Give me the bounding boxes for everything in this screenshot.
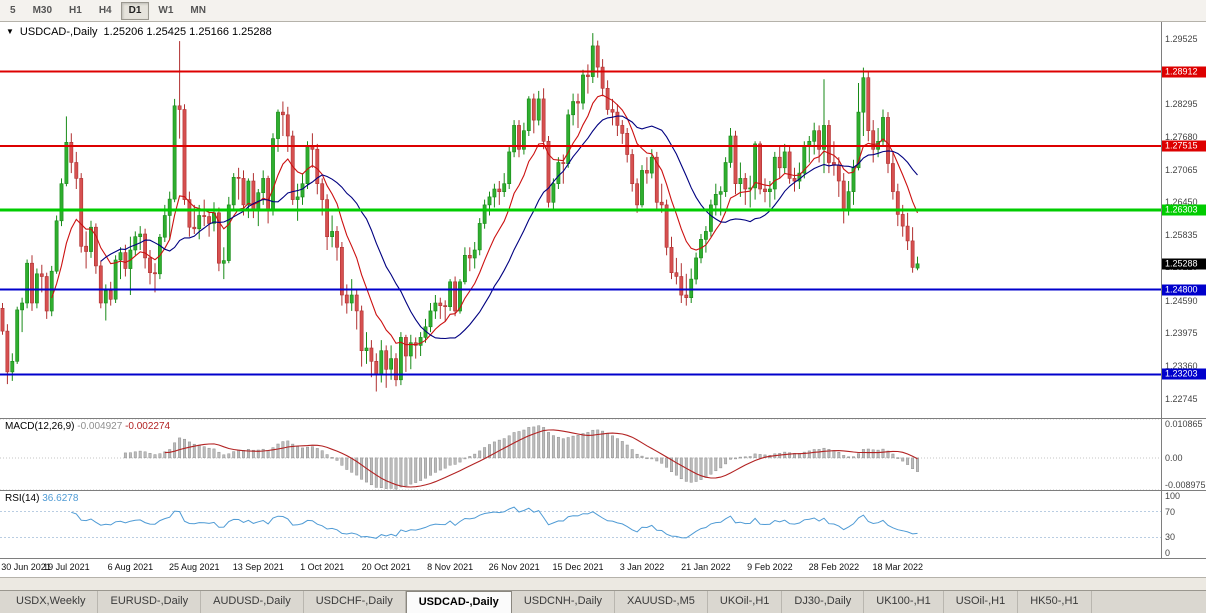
macd-histogram: [123, 425, 919, 490]
price-line-tag: 1.26303: [1162, 204, 1206, 216]
rsi-tick-label: 30: [1165, 532, 1176, 543]
chart-tab[interactable]: EURUSD-,Daily: [98, 591, 202, 613]
macd-signal-value: -0.002274: [125, 421, 171, 432]
chart-tab[interactable]: USDCNH-,Daily: [512, 591, 616, 613]
price-tick-label: 1.26450: [1165, 197, 1198, 208]
rsi-value: 36.6278: [42, 493, 79, 504]
price-tick-label: 1.29525: [1165, 34, 1198, 45]
ohlc-values: 1.25206 1.25425 1.25166 1.25288: [103, 26, 272, 38]
chart-tab[interactable]: UKOil-,H1: [708, 591, 783, 613]
date-label: 20 Oct 2021: [361, 562, 411, 572]
date-label: 13 Sep 2021: [232, 562, 284, 572]
macd-axis[interactable]: 0.010865 0.00 -0.008975: [1161, 419, 1206, 490]
chart-tab[interactable]: XAUUSD-,M5: [615, 591, 708, 613]
rsi-axis[interactable]: 100 70 30 0: [1161, 491, 1206, 558]
price-chart-canvas[interactable]: [0, 22, 1161, 418]
date-label: 3 Jan 2022: [619, 562, 665, 572]
price-line-tag: 1.27515: [1162, 140, 1206, 152]
macd-chart[interactable]: MACD(12,26,9) -0.004927 -0.002274: [0, 419, 1161, 490]
price-tick-label: 1.28295: [1165, 99, 1198, 110]
price-tick-label: 1.23360: [1165, 361, 1198, 371]
macd-svg: [0, 419, 1161, 490]
macd-signal-line: [164, 429, 918, 488]
rsi-tick-label: 70: [1165, 506, 1176, 517]
price-tick-label: 1.22745: [1165, 393, 1198, 404]
date-label: 8 Nov 2021: [427, 562, 474, 572]
chart-tab[interactable]: USDX,Weekly: [4, 591, 99, 613]
chart-tab[interactable]: USOil-,H1: [944, 591, 1019, 613]
chart-tab[interactable]: USDCHF-,Daily: [304, 591, 406, 613]
price-tick-label: 1.23975: [1165, 328, 1198, 339]
price-pane: ▼ USDCAD-,Daily 1.25206 1.25425 1.25166 …: [0, 22, 1206, 419]
time-axis[interactable]: 30 Jun 2021 19 Jul 2021 6 Aug 2021 25 Aug 2…: [0, 559, 1206, 577]
candles: [0, 33, 920, 392]
macd-name: MACD(12,26,9): [5, 421, 75, 432]
date-label: 21 Jan 2022: [681, 562, 731, 572]
chart-tab[interactable]: UK100-,H1: [864, 591, 944, 613]
price-chart-svg: [0, 33, 1161, 392]
symbol-label: USDCAD-,Daily: [19, 26, 98, 38]
rsi-tick-label: 100: [1165, 491, 1181, 501]
date-label: 18 Mar 2022: [872, 562, 924, 572]
chart-title: ▼ USDCAD-,Daily 1.25206 1.25425 1.25166 …: [6, 26, 272, 38]
timeframe-button-M30[interactable]: M30: [25, 2, 60, 20]
date-label: 15 Dec 2021: [552, 562, 604, 572]
rsi-tick-label: 0: [1165, 548, 1171, 558]
date-label: 30 Jun 2021: [1, 562, 51, 572]
horizontal-lines[interactable]: [0, 70, 1161, 376]
price-chart[interactable]: ▼ USDCAD-,Daily 1.25206 1.25425 1.25166 …: [0, 22, 1161, 418]
price-tick-label: 1.25835: [1165, 229, 1198, 240]
price-axis[interactable]: 1.29525 1.28295 1.27680 1.27065 1.26450 1.258…: [1161, 22, 1206, 418]
timeframe-button-W1[interactable]: W1: [150, 2, 181, 20]
rsi-chart-canvas[interactable]: [0, 491, 1161, 558]
rsi-pane: RSI(14) 36.6278 100 70 30 0: [0, 491, 1206, 559]
timeframe-button-MN[interactable]: MN: [182, 2, 214, 20]
chart-tab[interactable]: HK50-,H1: [1018, 591, 1092, 613]
rsi-name: RSI(14): [5, 493, 40, 504]
date-label: 6 Aug 2021: [107, 562, 154, 572]
price-tick-label: 1.27065: [1165, 164, 1198, 175]
timeframe-button-5[interactable]: 5: [2, 2, 24, 20]
macd-pane: MACD(12,26,9) -0.004927 -0.002274 0.0108…: [0, 419, 1206, 491]
rsi-svg: [0, 506, 1161, 539]
chart-tab-bar: USDX,Weekly EURUSD-,Daily AUDUSD-,Daily USD…: [0, 590, 1206, 613]
chart-tab[interactable]: AUDUSD-,Daily: [201, 591, 304, 613]
date-label: 26 Nov 2021: [488, 562, 540, 572]
macd-tick-label: 0.010865: [1165, 419, 1203, 429]
date-label: 28 Feb 2022: [808, 562, 860, 572]
macd-main-value: -0.004927: [77, 421, 123, 432]
chart-tab[interactable]: USDCAD-,Daily: [405, 591, 512, 613]
macd-tick-label: -0.008975: [1165, 480, 1206, 490]
rsi-line: [71, 506, 918, 539]
date-label: 25 Aug 2021: [169, 562, 220, 572]
rsi-chart[interactable]: RSI(14) 36.6278: [0, 491, 1161, 558]
macd-label: MACD(12,26,9) -0.004927 -0.002274: [5, 421, 170, 432]
price-tick-label: 1.27680: [1165, 132, 1198, 142]
macd-tick-label: 0.00: [1165, 452, 1183, 463]
date-label: 19 Jul 2021: [43, 562, 90, 572]
ma-lines: [51, 94, 919, 346]
chart-dropdown-icon: ▼: [6, 27, 14, 36]
chart-tab[interactable]: DJ30-,Daily: [782, 591, 865, 613]
rsi-label: RSI(14) 36.6278: [5, 493, 78, 504]
current-price-tag: 1.25288: [1162, 258, 1206, 270]
macd-chart-canvas[interactable]: [0, 419, 1161, 490]
status-strip: [0, 577, 1206, 590]
price-line-tag: 1.24800: [1162, 284, 1206, 296]
timeframe-button-H4[interactable]: H4: [91, 2, 120, 20]
date-label: 9 Feb 2022: [747, 562, 793, 572]
timeframe-button-D1[interactable]: D1: [120, 1, 150, 20]
price-line-tag: 1.28912: [1162, 66, 1206, 78]
timeframe-button-H1[interactable]: H1: [61, 2, 90, 20]
price-line-tag: 1.23203: [1162, 368, 1206, 380]
date-label: 1 Oct 2021: [300, 562, 345, 572]
price-tick-label: 1.24590: [1165, 295, 1198, 306]
timeframe-toolbar: 5 M30 H1 H4 D1 W1 MN: [0, 0, 1206, 22]
